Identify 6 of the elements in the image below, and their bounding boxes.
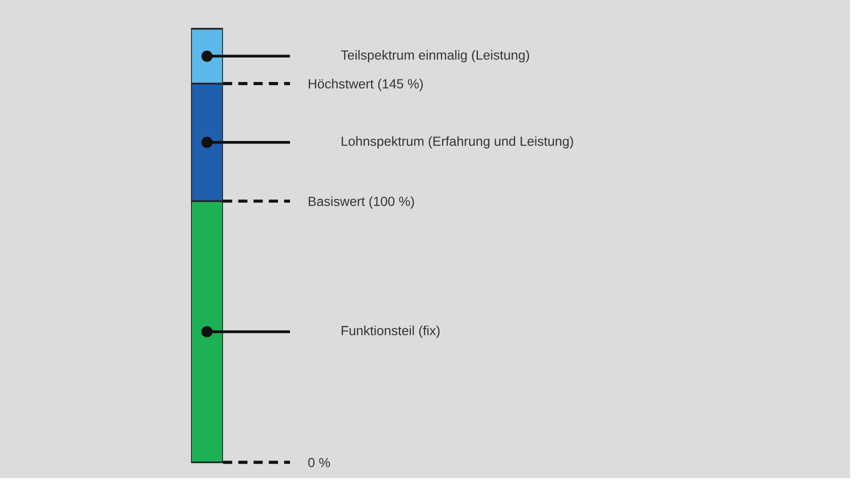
y-tick-label: 0 %: [308, 458, 330, 468]
text: Funktionsteil (fix): [342, 326, 440, 338]
text: Lohnspektrum (Erfahrung und Leistung): [342, 136, 574, 149]
y-tick-label: Basiswert (100 %): [308, 196, 414, 209]
y-tick-label: Höchstwert (145 %): [308, 78, 423, 92]
text: Teilspektrum einmalig (Leistung): [340, 50, 530, 62]
